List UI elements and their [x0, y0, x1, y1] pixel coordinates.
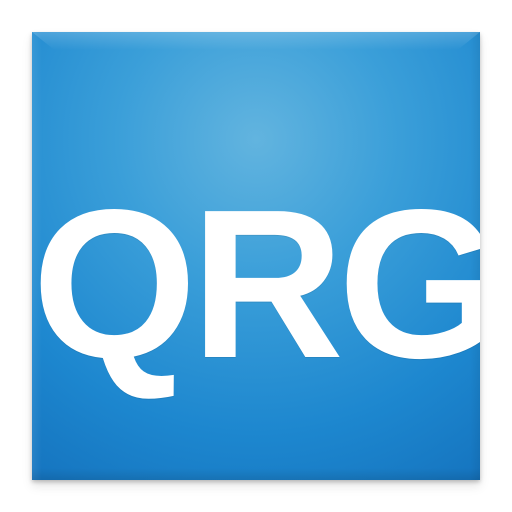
tile-top-highlight [32, 32, 480, 50]
app-icon-logo-text: QRG [32, 165, 480, 402]
tile-bottom-shadow [32, 468, 480, 480]
app-icon-tile: QRG [32, 32, 480, 480]
tile-left-highlight [32, 32, 42, 480]
tile-right-shadow [470, 32, 480, 480]
